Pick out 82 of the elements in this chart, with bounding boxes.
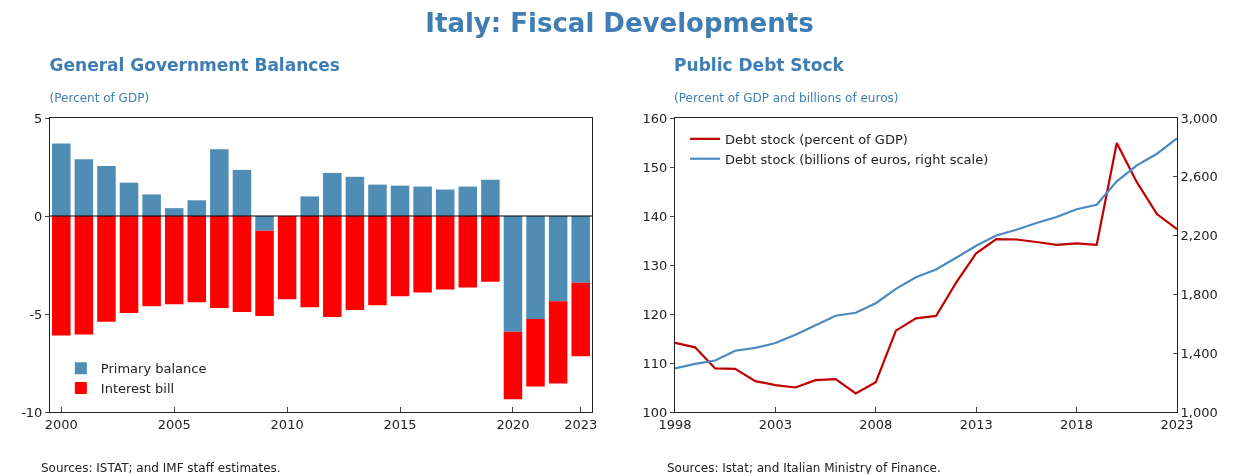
bar bbox=[119, 216, 139, 314]
chart-title: Public Debt Stock bbox=[674, 54, 845, 75]
y-tick-label: 160 bbox=[642, 110, 668, 126]
y-tick-label: -10 bbox=[21, 404, 43, 420]
legend-label: Primary balance bbox=[100, 361, 207, 377]
bar bbox=[323, 216, 342, 317]
bar bbox=[300, 216, 319, 308]
bar bbox=[481, 216, 500, 282]
bar bbox=[413, 186, 432, 216]
y-tick-label: 0 bbox=[34, 208, 43, 224]
y-tick-label: 140 bbox=[642, 208, 668, 224]
source-note: Sources: ISTAT; and IMF staff estimates. bbox=[41, 461, 281, 475]
y-tick-label: 150 bbox=[642, 159, 668, 175]
x-tick-label: 2005 bbox=[157, 416, 191, 432]
bar bbox=[187, 200, 207, 216]
bar bbox=[74, 159, 94, 216]
y2-tick-label: 2,600 bbox=[1180, 169, 1218, 185]
bar bbox=[571, 216, 590, 283]
bar bbox=[232, 169, 252, 216]
bar bbox=[52, 216, 71, 336]
source-note: Sources: Istat; and Italian Ministry of Finance. bbox=[667, 461, 941, 475]
bar bbox=[413, 216, 432, 293]
bar bbox=[255, 216, 274, 231]
y-tick-label: -5 bbox=[29, 306, 43, 322]
bar bbox=[368, 184, 387, 216]
bar bbox=[345, 216, 365, 311]
bar bbox=[503, 331, 523, 400]
bar bbox=[458, 186, 478, 216]
bar bbox=[74, 216, 94, 335]
legend-label: Interest bill bbox=[100, 381, 175, 397]
bar bbox=[368, 216, 387, 306]
x-tick-label: 2000 bbox=[44, 416, 78, 432]
bar bbox=[255, 230, 274, 316]
x-tick-label: 2008 bbox=[859, 416, 893, 432]
bar bbox=[571, 282, 590, 357]
y-tick-label: 5 bbox=[34, 110, 43, 126]
bar bbox=[390, 216, 410, 297]
bar bbox=[210, 149, 229, 216]
chart-subtitle: (Percent of GDP) bbox=[49, 91, 150, 106]
y-tick-label: 110 bbox=[642, 355, 668, 371]
chart-title: General Government Balances bbox=[49, 54, 341, 75]
bar bbox=[300, 196, 319, 216]
bar bbox=[97, 166, 116, 216]
y2-tick-label: 1,400 bbox=[1180, 345, 1218, 361]
y2-tick-label: 3,000 bbox=[1180, 110, 1218, 126]
legend-label: Debt stock (billions of euros, right scale) bbox=[725, 151, 989, 167]
bar bbox=[97, 216, 116, 322]
bar bbox=[232, 216, 252, 313]
bar bbox=[164, 216, 184, 305]
bar bbox=[481, 179, 500, 216]
x-tick-label: 2015 bbox=[383, 416, 417, 432]
bar bbox=[52, 143, 71, 216]
y-tick-label: 130 bbox=[642, 257, 668, 273]
bar bbox=[548, 301, 568, 384]
y2-tick-label: 2,200 bbox=[1180, 228, 1218, 244]
bar bbox=[119, 182, 139, 216]
x-tick-label: 2023 bbox=[564, 416, 598, 432]
x-tick-label: 2010 bbox=[270, 416, 304, 432]
bar bbox=[142, 216, 161, 307]
bar bbox=[142, 194, 161, 216]
bar bbox=[390, 185, 410, 216]
bar bbox=[548, 216, 568, 302]
x-tick-label: 2003 bbox=[758, 416, 792, 432]
x-tick-label: 2018 bbox=[1060, 416, 1094, 432]
x-tick-label: 2020 bbox=[496, 416, 530, 432]
chart-subtitle: (Percent of GDP and billions of euros) bbox=[674, 91, 899, 106]
bar bbox=[323, 172, 342, 216]
legend-label: Debt stock (percent of GDP) bbox=[725, 131, 908, 147]
y-tick-label: 120 bbox=[642, 306, 668, 322]
bar bbox=[345, 176, 365, 216]
bar bbox=[435, 189, 455, 216]
bar bbox=[210, 216, 229, 309]
bar bbox=[187, 216, 207, 303]
bar bbox=[503, 216, 523, 332]
bar bbox=[435, 216, 455, 290]
bar bbox=[526, 216, 545, 319]
bar bbox=[458, 216, 478, 288]
x-tick-label: 2013 bbox=[959, 416, 993, 432]
text: Italy: Fiscal Developments bbox=[424, 7, 815, 40]
bar bbox=[277, 216, 297, 300]
bar bbox=[526, 318, 545, 387]
y2-tick-label: 1,800 bbox=[1180, 286, 1218, 302]
